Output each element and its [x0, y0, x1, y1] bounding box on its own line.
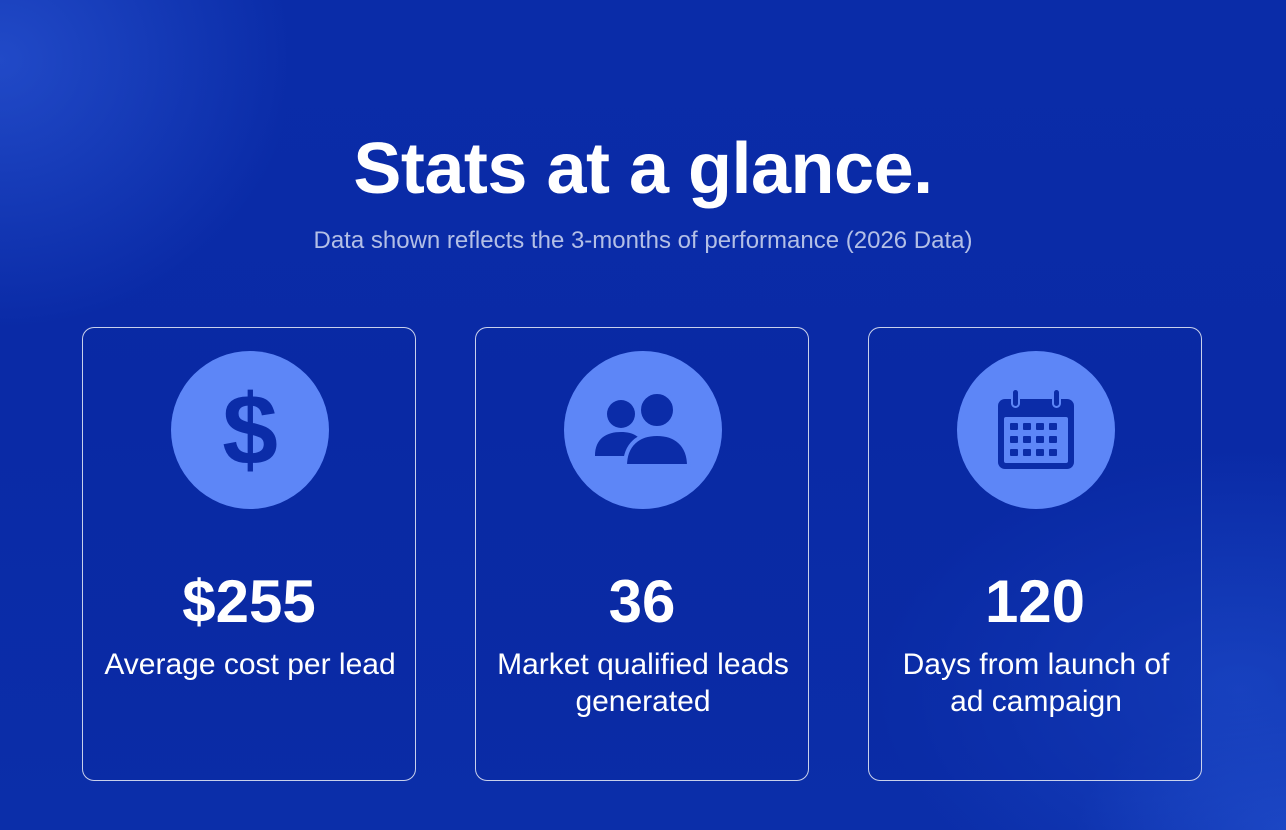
dollar-icon: $: [222, 380, 278, 480]
stat-value: 120: [984, 568, 1086, 635]
stat-label: Days from launch of ad campaign: [902, 648, 1170, 718]
users-icon: [595, 390, 691, 468]
page-title: Stats at a glance.: [353, 129, 933, 209]
stat-label: Market qualified leads generated: [497, 648, 789, 718]
svg-text:$: $: [222, 380, 278, 480]
icon-circle: [564, 351, 722, 509]
calendar-icon: [998, 388, 1074, 469]
stat-card-cost-per-lead: $ $255 Average cost per lead: [82, 327, 416, 781]
icon-circle: [957, 351, 1115, 509]
stat-label: Average cost per lead: [104, 648, 396, 681]
stat-value: $255: [182, 568, 316, 635]
stat-value: 36: [608, 568, 676, 635]
page-subtitle: Data shown reflects the 3-months of perf…: [313, 227, 973, 254]
icon-circle: $: [171, 351, 329, 509]
stat-card-qualified-leads: 36 Market qualified leads generated: [475, 327, 809, 781]
stat-card-days-from-launch: 120 Days from launch of ad campaign: [868, 327, 1202, 781]
